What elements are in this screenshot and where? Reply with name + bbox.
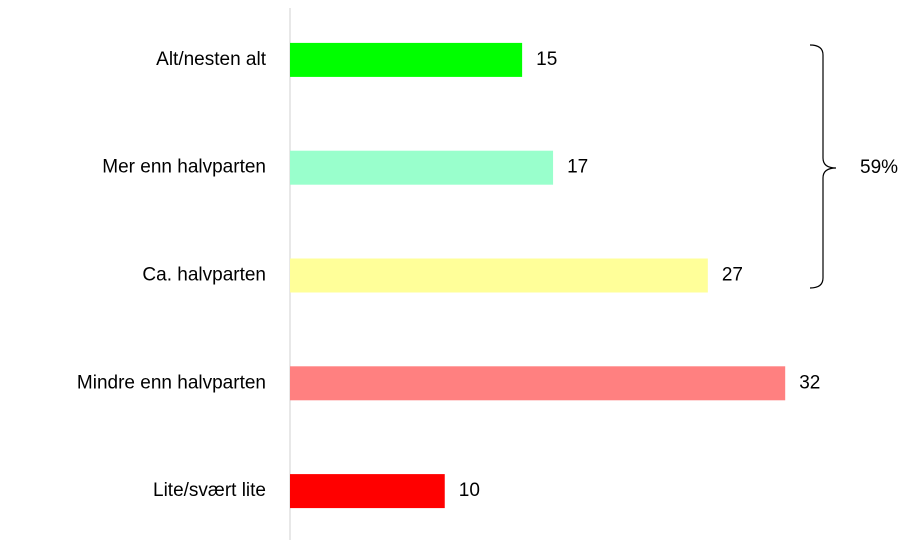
bar	[290, 474, 445, 509]
value-label: 15	[536, 49, 557, 70]
y-tick-label: Mer enn halvparten	[102, 157, 266, 178]
y-tick-label: Alt/nesten alt	[156, 49, 267, 70]
annotation: 59%	[860, 157, 898, 178]
bar	[290, 366, 786, 401]
value-label: 32	[799, 372, 820, 393]
value-label: 27	[722, 265, 743, 286]
bar	[290, 42, 523, 77]
value-label: 10	[459, 480, 480, 501]
bracket	[809, 44, 837, 289]
bar	[290, 258, 708, 293]
y-tick-label: Lite/svært lite	[153, 480, 266, 501]
bar	[290, 150, 554, 185]
value-label: 17	[567, 157, 588, 178]
y-tick-label: Ca. halvparten	[142, 265, 266, 286]
y-tick-label: Mindre enn halvparten	[77, 372, 266, 393]
